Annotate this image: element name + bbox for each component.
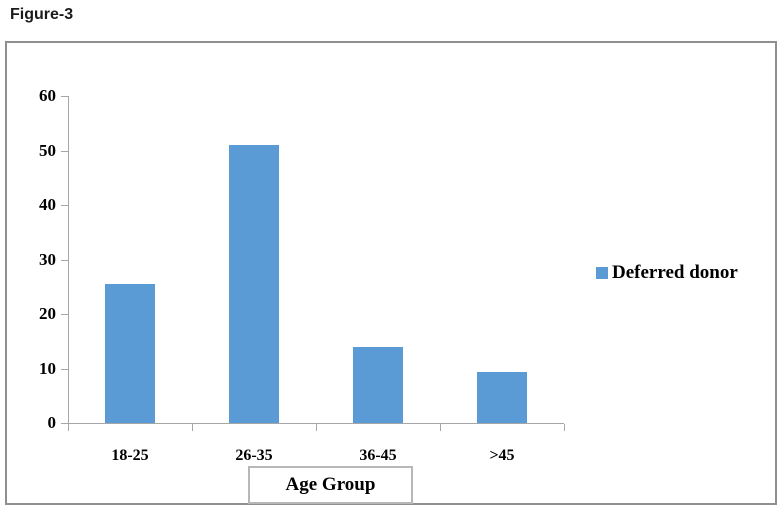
x-tick-label: >45 (489, 447, 515, 464)
y-tick-label: 60 (39, 86, 56, 105)
y-tick (61, 205, 68, 206)
y-tick (61, 369, 68, 370)
x-axis-line (68, 423, 564, 424)
y-tick-label: 50 (39, 141, 56, 160)
x-tick (440, 424, 441, 431)
x-tick-label: 26-35 (235, 447, 273, 464)
chart-frame (5, 41, 777, 505)
figure-title: Figure-3 (10, 6, 74, 23)
x-tick (192, 424, 193, 431)
legend: Deferred donor (596, 262, 738, 284)
xaxis-title: Age Group (285, 474, 376, 495)
bar-18-25 (105, 284, 155, 423)
legend-label: Deferred donor (612, 262, 738, 283)
x-tick (564, 424, 565, 431)
y-tick-label: 0 (47, 413, 57, 432)
x-tick-label: 36-45 (359, 447, 397, 464)
x-tick (316, 424, 317, 431)
xaxis-title-box: Age Group (248, 466, 413, 504)
y-tick (61, 151, 68, 152)
y-tick (61, 260, 68, 261)
x-tick-label: 18-25 (111, 447, 149, 464)
y-tick (61, 314, 68, 315)
bar-26-35 (229, 145, 279, 423)
bar-36-45 (353, 347, 403, 423)
y-tick-label: 40 (39, 195, 56, 214)
y-tick (61, 423, 68, 424)
y-axis-line (68, 96, 69, 424)
legend-color-swatch (596, 267, 608, 279)
bar->45 (477, 372, 527, 423)
y-tick-label: 20 (39, 304, 56, 323)
y-tick-label: 10 (39, 359, 56, 378)
y-tick (61, 96, 68, 97)
y-tick-label: 30 (39, 250, 56, 269)
x-tick (68, 424, 69, 431)
